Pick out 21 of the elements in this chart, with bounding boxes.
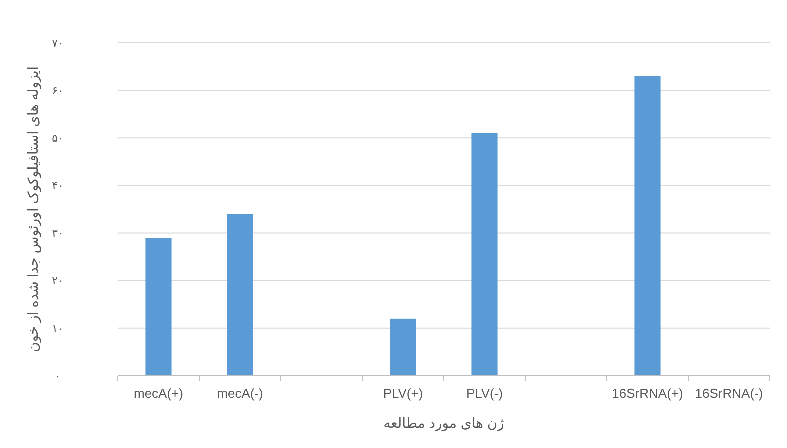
bar xyxy=(390,318,416,376)
y-tick-label: ۳۰ xyxy=(52,228,64,240)
x-tick-label: PLV(+) xyxy=(383,386,424,401)
y-tick-label: ۵۰ xyxy=(52,132,64,145)
x-tick-label: PLV(-) xyxy=(466,386,504,401)
y-tick-label: ۱۰ xyxy=(52,323,64,336)
bar xyxy=(472,133,498,376)
y-tick-label: ۶۰ xyxy=(52,85,64,98)
y-tick-label: ۴۰ xyxy=(52,180,64,193)
bar xyxy=(227,214,254,376)
x-tick-label: 16SrRNA(+) xyxy=(612,386,684,401)
x-tick-label: mecA(+) xyxy=(134,386,184,401)
y-axis-title: ایزوله های استافیلوکوک اورئوس جدا شده از خون xyxy=(25,66,42,352)
bar xyxy=(146,238,172,376)
x-tick-label: 16SrRNA(-) xyxy=(695,386,764,401)
x-axis-title: ژن های مورد مطالعه xyxy=(384,415,505,432)
y-tick-label: ۰ xyxy=(55,370,61,383)
bar xyxy=(634,76,661,376)
y-tick-label: ۷۰ xyxy=(52,38,64,50)
y-tick-label: ۲۰ xyxy=(52,276,64,288)
x-tick-label: mecA(-) xyxy=(217,386,264,401)
